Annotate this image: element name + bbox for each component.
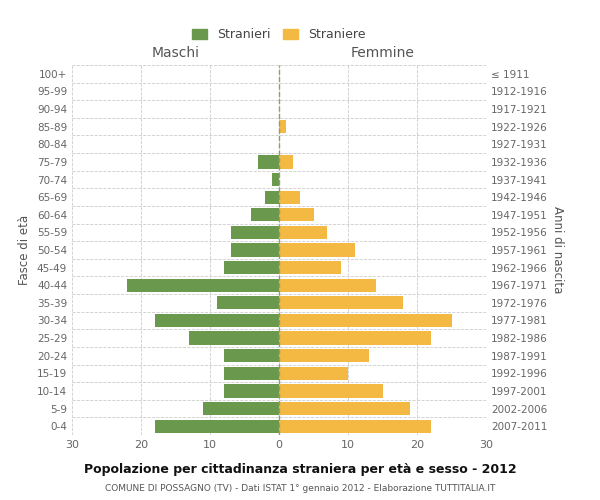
Bar <box>224 366 279 380</box>
Bar <box>230 244 279 256</box>
Text: Popolazione per cittadinanza straniera per età e sesso - 2012: Popolazione per cittadinanza straniera p… <box>83 462 517 475</box>
Y-axis label: Fasce di età: Fasce di età <box>19 215 31 285</box>
Bar <box>279 296 403 310</box>
Bar <box>224 349 279 362</box>
Bar <box>279 384 383 398</box>
Bar <box>279 420 431 433</box>
Bar <box>155 420 279 433</box>
Text: Maschi: Maschi <box>151 46 199 60</box>
Bar <box>279 244 355 256</box>
Bar <box>224 261 279 274</box>
Bar <box>279 120 286 134</box>
Bar <box>279 402 410 415</box>
Bar <box>190 332 279 344</box>
Bar <box>279 314 452 327</box>
Text: Femmine: Femmine <box>350 46 415 60</box>
Text: COMUNE DI POSSAGNO (TV) - Dati ISTAT 1° gennaio 2012 - Elaborazione TUTTITALIA.I: COMUNE DI POSSAGNO (TV) - Dati ISTAT 1° … <box>105 484 495 493</box>
Bar <box>259 156 279 168</box>
Y-axis label: Anni di nascita: Anni di nascita <box>551 206 564 294</box>
Bar <box>272 173 279 186</box>
Bar <box>279 190 300 204</box>
Bar <box>155 314 279 327</box>
Bar <box>279 366 348 380</box>
Bar <box>127 278 279 292</box>
Bar <box>217 296 279 310</box>
Bar <box>279 156 293 168</box>
Legend: Stranieri, Straniere: Stranieri, Straniere <box>187 23 371 46</box>
Bar <box>230 226 279 239</box>
Bar <box>279 349 369 362</box>
Bar <box>279 226 328 239</box>
Bar <box>265 190 279 204</box>
Bar <box>279 208 314 222</box>
Bar <box>251 208 279 222</box>
Bar <box>203 402 279 415</box>
Bar <box>279 261 341 274</box>
Bar <box>279 332 431 344</box>
Bar <box>279 278 376 292</box>
Bar <box>224 384 279 398</box>
